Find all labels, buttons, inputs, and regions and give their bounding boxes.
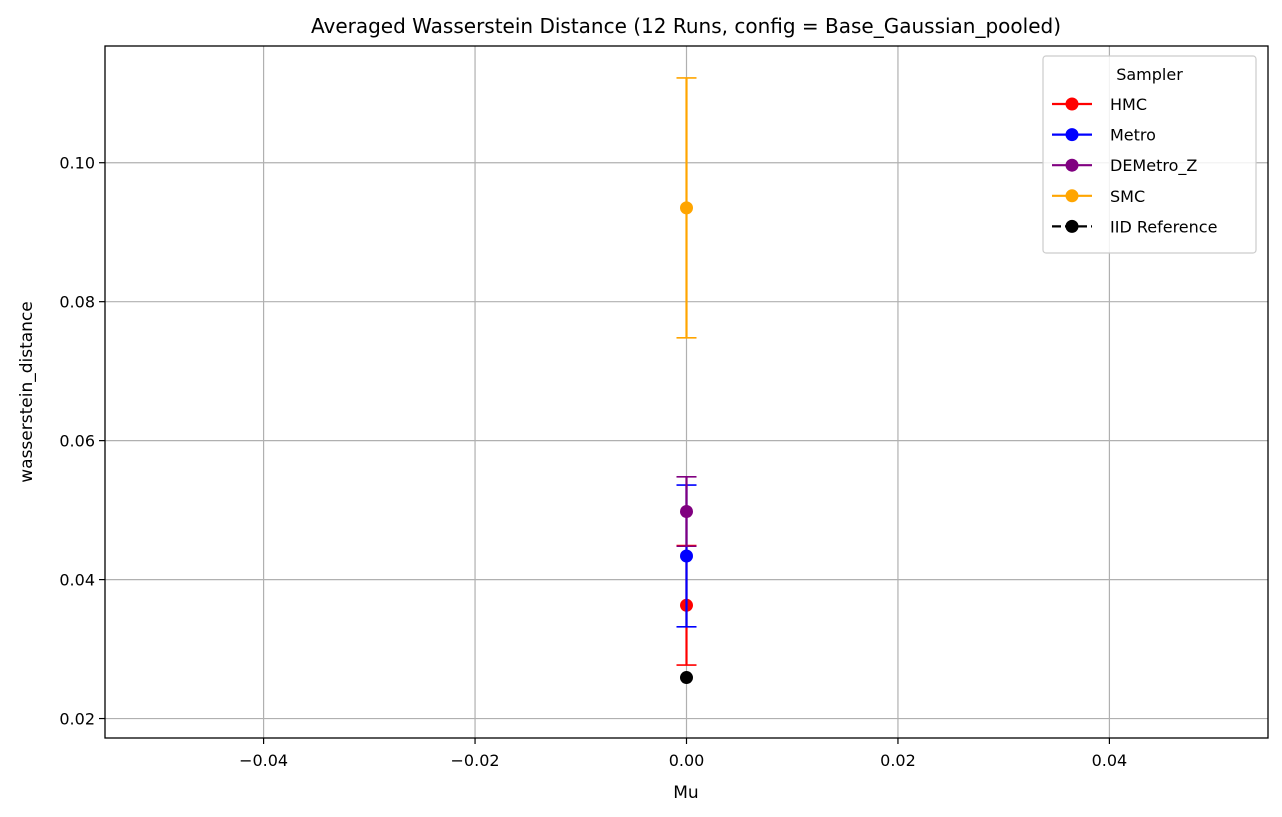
chart-title: Averaged Wasserstein Distance (12 Runs, … bbox=[311, 14, 1061, 38]
legend: Sampler HMC Metro DEMetro_Z SMC IID Reference bbox=[1042, 55, 1257, 254]
legend-item-iid-reference: IID Reference bbox=[1052, 217, 1217, 236]
y-tick-label: 0.08 bbox=[59, 293, 95, 312]
series-smc bbox=[676, 77, 697, 339]
legend-item-demetro-z: DEMetro_Z bbox=[1052, 156, 1197, 176]
point-iid-reference bbox=[680, 671, 693, 685]
legend-marker-hmc bbox=[1065, 97, 1079, 111]
y-axis-label: wasserstein_distance bbox=[17, 301, 37, 483]
y-tick-label: 0.10 bbox=[59, 154, 95, 173]
legend-title: Sampler bbox=[1116, 65, 1183, 84]
legend-item-hmc: HMC bbox=[1052, 95, 1147, 114]
legend-marker-smc bbox=[1065, 189, 1079, 203]
legend-box bbox=[1042, 55, 1257, 254]
x-tick-label: 0.04 bbox=[1092, 751, 1128, 770]
y-tick-label: 0.02 bbox=[59, 710, 95, 729]
legend-label-smc: SMC bbox=[1110, 187, 1145, 206]
legend-marker-metro bbox=[1065, 128, 1079, 142]
legend-label-demetro-z: DEMetro_Z bbox=[1110, 156, 1197, 176]
legend-item-metro: Metro bbox=[1052, 126, 1156, 145]
legend-label-metro: Metro bbox=[1110, 126, 1156, 145]
point-demetro-z bbox=[680, 505, 693, 519]
y-axis-ticks: 0.02 0.04 0.06 0.08 0.10 bbox=[59, 154, 105, 729]
legend-label-hmc: HMC bbox=[1110, 95, 1147, 114]
y-tick-label: 0.06 bbox=[59, 432, 95, 451]
x-tick-label: 0.00 bbox=[669, 751, 705, 770]
point-metro bbox=[680, 549, 693, 563]
x-axis-label: Mu bbox=[673, 783, 698, 803]
legend-item-smc: SMC bbox=[1052, 187, 1145, 206]
legend-label-iid-reference: IID Reference bbox=[1110, 217, 1217, 236]
data-marks bbox=[676, 77, 697, 685]
y-tick-label: 0.04 bbox=[59, 571, 95, 590]
series-iid-reference bbox=[680, 671, 693, 685]
legend-marker-iid-reference bbox=[1065, 219, 1079, 233]
x-tick-label: 0.02 bbox=[880, 751, 916, 770]
x-tick-label: −0.02 bbox=[451, 751, 500, 770]
legend-marker-demetro-z bbox=[1065, 158, 1079, 172]
series-demetro-z bbox=[676, 475, 697, 548]
x-axis-ticks: −0.04 −0.02 0.00 0.02 0.04 bbox=[239, 738, 1127, 770]
point-smc bbox=[680, 201, 693, 215]
x-tick-label: −0.04 bbox=[239, 751, 288, 770]
